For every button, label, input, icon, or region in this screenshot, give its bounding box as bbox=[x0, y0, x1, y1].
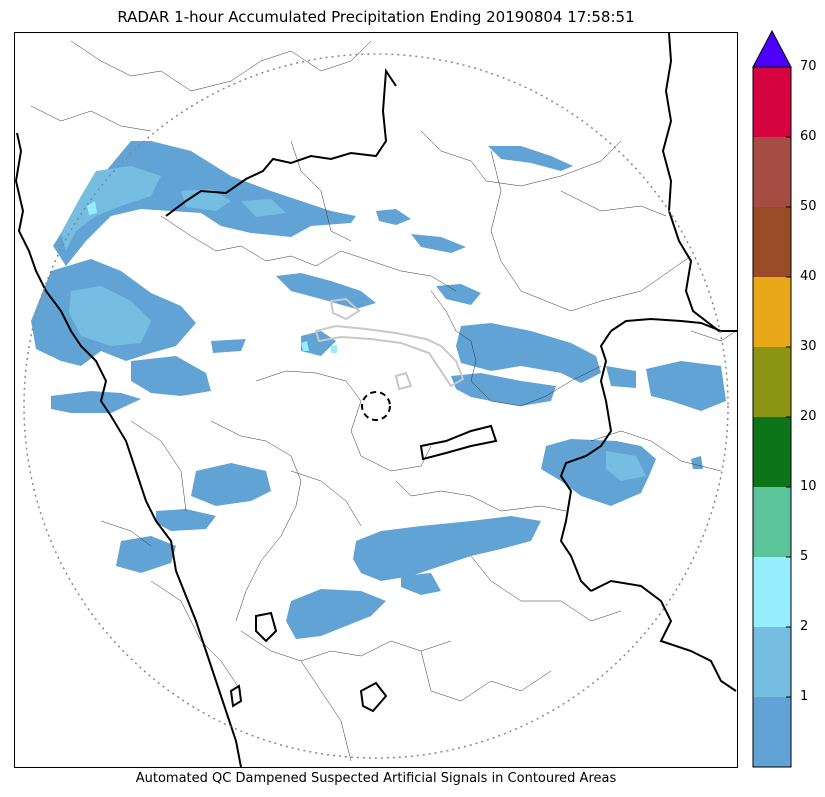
colorbar-tick-label: 5 bbox=[800, 549, 809, 564]
colorbar-tick-label: 20 bbox=[800, 409, 817, 424]
precip-north-small-1 bbox=[376, 209, 411, 225]
colorbar-tick-label: 70 bbox=[800, 59, 817, 74]
precip-north-small-2 bbox=[411, 234, 466, 253]
colorbar-segment bbox=[753, 277, 791, 347]
precip-south-central bbox=[353, 516, 541, 581]
colorbar bbox=[752, 30, 792, 768]
border-east-mid bbox=[559, 330, 613, 592]
colorbar-segments bbox=[753, 66, 791, 767]
colorbar-tick-label: 2 bbox=[800, 619, 809, 634]
precip-east-right bbox=[606, 366, 636, 388]
precip-southeast-dot bbox=[691, 456, 703, 469]
map-title: RADAR 1-hour Accumulated Precipitation E… bbox=[117, 8, 635, 26]
border-left-piece bbox=[229, 684, 243, 708]
colorbar-tick-label: 30 bbox=[800, 339, 817, 354]
colorbar-segment bbox=[753, 487, 791, 557]
coastline-west bbox=[15, 132, 242, 767]
border-east-bulge bbox=[610, 317, 722, 332]
precip-northeast bbox=[488, 146, 573, 171]
precipitation-areas bbox=[31, 141, 726, 639]
precip-southwest-3 bbox=[116, 536, 176, 573]
colorbar-segment bbox=[753, 697, 791, 767]
radar-site-marker bbox=[361, 391, 391, 421]
border-south-enclave bbox=[255, 611, 278, 643]
precip-west-lower bbox=[131, 356, 211, 396]
precip-south-west bbox=[286, 589, 386, 639]
colorbar-segment bbox=[753, 417, 791, 487]
colorbar-segment bbox=[753, 137, 791, 207]
colorbar-frame bbox=[752, 66, 792, 768]
precip-west-strip bbox=[51, 391, 141, 413]
colorbar-segment bbox=[753, 207, 791, 277]
border-north bbox=[165, 68, 397, 217]
precip-center-east bbox=[451, 373, 556, 406]
border-south-east bbox=[590, 579, 737, 692]
colorbar-segment bbox=[753, 67, 791, 137]
precipitation-moderate bbox=[61, 166, 646, 481]
precip-central-bits bbox=[301, 331, 336, 356]
precip-south-small bbox=[401, 573, 441, 595]
colorbar-tick-label: 50 bbox=[800, 199, 817, 214]
precip-southwest-2 bbox=[156, 509, 216, 531]
colorbar-extend-arrow bbox=[752, 30, 792, 68]
colorbar-tick-label: 1 bbox=[800, 689, 809, 704]
precip-east-cluster bbox=[646, 361, 726, 411]
precip-north-central bbox=[276, 273, 376, 309]
qc-contours bbox=[314, 297, 465, 391]
radar-range-ring bbox=[23, 53, 729, 759]
colorbar-segment bbox=[753, 347, 791, 417]
border-south-small bbox=[359, 681, 388, 713]
qc-caption: Automated QC Dampened Suspected Artifici… bbox=[135, 771, 617, 786]
colorbar-tick-label: 40 bbox=[800, 269, 817, 284]
precip-east-band bbox=[456, 323, 601, 383]
radar-map[interactable] bbox=[14, 32, 738, 768]
precip-central-bits-2 bbox=[211, 339, 246, 353]
colorbar-tick-label: 10 bbox=[800, 479, 817, 494]
country-borders bbox=[15, 33, 737, 767]
precip-southwest-1 bbox=[191, 463, 271, 506]
colorbar-segment bbox=[753, 627, 791, 697]
border-central-enclave bbox=[419, 424, 498, 461]
colorbar-segment bbox=[753, 557, 791, 627]
precip-north-right bbox=[436, 284, 481, 305]
border-east-upper bbox=[661, 33, 737, 332]
precipitation-heavy bbox=[87, 201, 337, 353]
internal-boundaries bbox=[30, 40, 737, 762]
colorbar-tick-label: 60 bbox=[800, 129, 817, 144]
